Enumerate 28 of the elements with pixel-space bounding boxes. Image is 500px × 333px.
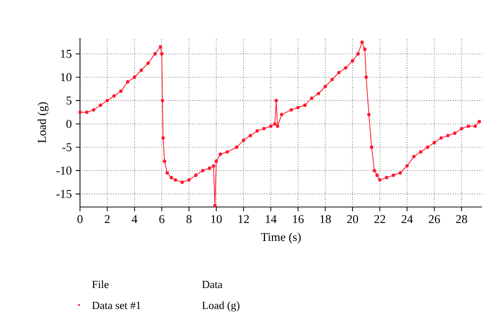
x-tick-label: 20 bbox=[347, 215, 358, 224]
x-tick-label: 0 bbox=[77, 215, 83, 224]
x-tick-label: 16 bbox=[293, 215, 304, 224]
x-tick-label: 10 bbox=[211, 215, 222, 224]
legend-label: Data set #1 bbox=[92, 302, 140, 310]
x-tick-label: 28 bbox=[456, 215, 468, 224]
y-tick-label: -10 bbox=[56, 166, 72, 175]
x-tick-label: 24 bbox=[402, 215, 413, 224]
y-tick-label: -5 bbox=[62, 143, 72, 152]
text: Data bbox=[202, 280, 222, 288]
x-tick-label: 22 bbox=[374, 215, 386, 224]
x-tick-label: 6 bbox=[159, 215, 164, 224]
legend-title: File bbox=[92, 280, 109, 288]
text: Load (g) bbox=[202, 301, 240, 312]
x-tick-label: 4 bbox=[132, 215, 138, 223]
x-tick-label: 18 bbox=[320, 215, 331, 224]
y-tick-label: 0 bbox=[66, 120, 72, 128]
x-tick-label: 14 bbox=[266, 215, 277, 223]
x-axis-title: Time (s) bbox=[261, 232, 301, 244]
x-tick-label: 8 bbox=[186, 215, 192, 224]
y-tick-label: 5 bbox=[66, 96, 72, 105]
y-tick-label: 10 bbox=[60, 73, 72, 82]
y-axis-title: Load (g) bbox=[38, 102, 48, 143]
x-tick-label: 26 bbox=[428, 215, 440, 224]
y-tick-label: -15 bbox=[56, 190, 72, 198]
y-tick-label: 15 bbox=[60, 50, 72, 58]
x-tick-label: 2 bbox=[104, 215, 110, 224]
x-tick-label: 12 bbox=[238, 215, 249, 224]
